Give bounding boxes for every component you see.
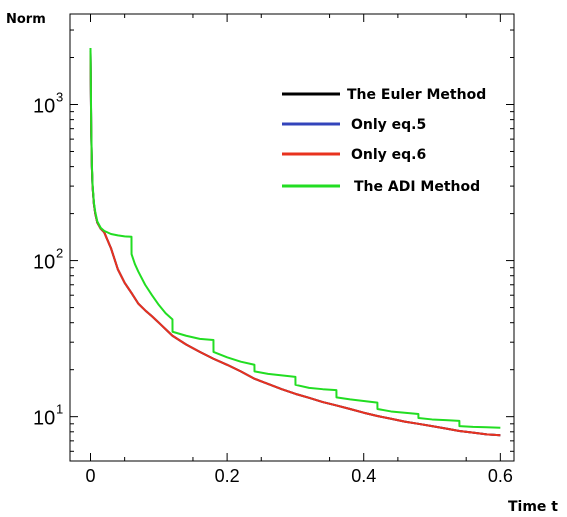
y-tick-label: 10 — [33, 252, 55, 274]
legend-label: The Euler Method — [347, 87, 486, 103]
y-tick-label: 10 — [33, 408, 55, 430]
series-line-the-adi-method — [89, 48, 501, 429]
legend-label: The ADI Method — [354, 179, 480, 195]
y-tick-label: 10 — [33, 95, 55, 117]
y-tick-exponent: 3 — [56, 89, 63, 104]
legend-label: Only eq.6 — [351, 147, 426, 163]
y-axis-label: Norm — [6, 12, 46, 27]
y-tick-exponent: 1 — [56, 402, 63, 417]
y-tick-exponent: 2 — [56, 246, 63, 261]
x-tick-label: 0.2 — [215, 466, 240, 486]
legend-label: Only eq.5 — [351, 117, 426, 133]
plot-frame — [69, 13, 515, 462]
legend: The Euler Method Only eq.5 Only eq.6 The AD… — [282, 87, 486, 195]
x-axis-label: Time t — [508, 499, 558, 515]
x-tick-label: 0.6 — [488, 466, 513, 486]
x-tick-label: 0 — [85, 466, 95, 486]
x-tick-label: 0.4 — [351, 466, 376, 486]
series-lines — [89, 48, 501, 437]
